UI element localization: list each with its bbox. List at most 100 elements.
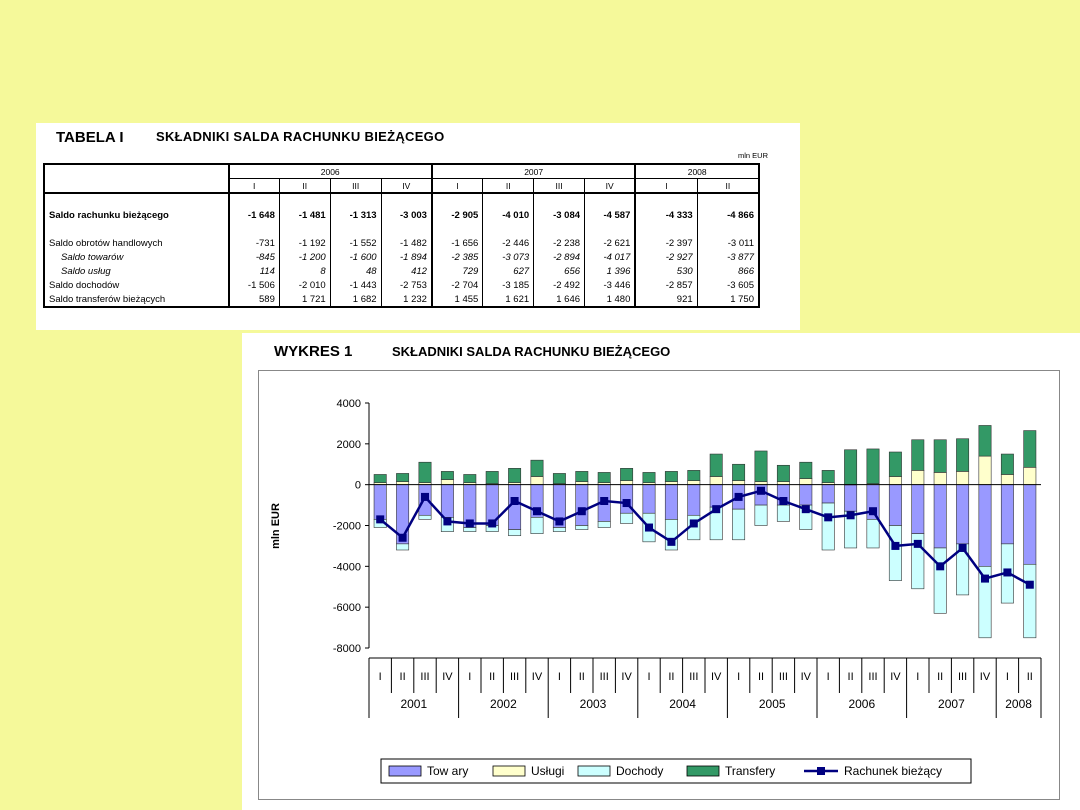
table-cell: -3 446 [584, 278, 636, 292]
table-cell: 412 [380, 264, 432, 278]
bar-dochody [597, 521, 611, 528]
bar-dochody [575, 525, 589, 530]
bar-towary [575, 484, 589, 526]
legend-label: Dochody [616, 764, 663, 778]
table-cell: 589 [227, 292, 280, 308]
quarter-header: I [227, 178, 280, 194]
bar-transfery [463, 474, 477, 483]
chart-title: SKŁADNIKI SALDA RACHUNKU BIEŻĄCEGO [392, 344, 671, 359]
bar-transfery [508, 468, 522, 483]
bar-dochody [776, 504, 790, 522]
bar-transfery [664, 471, 678, 482]
point-rachunek [712, 505, 721, 514]
bar-uslugi [1000, 474, 1014, 485]
table-cell: -1 656 [430, 236, 483, 250]
table-cell: -1 600 [329, 250, 382, 264]
quarter-label: III [600, 671, 609, 683]
table-cell: -1 313 [329, 208, 382, 222]
quarter-label: II [400, 671, 406, 683]
bar-uslugi [933, 472, 947, 485]
row-label: Saldo usług [43, 264, 229, 278]
bar-transfery [440, 471, 454, 480]
bar-uslugi [440, 479, 454, 485]
bar-transfery [844, 449, 858, 485]
year-label: 2006 [848, 697, 875, 711]
bar-transfery [620, 468, 634, 481]
table-cell: -2 397 [634, 236, 698, 250]
row-label: Saldo towarów [43, 250, 229, 264]
bar-towary [1023, 484, 1037, 565]
point-rachunek [801, 505, 810, 514]
table-cell: -1 482 [380, 236, 432, 250]
bar-towary [642, 484, 656, 514]
year-header: 2008 [634, 163, 760, 179]
bar-towary [440, 484, 454, 518]
y-tick-label: 2000 [337, 439, 361, 451]
table-cell: -2 905 [430, 208, 483, 222]
table-cell: -3 011 [696, 236, 760, 250]
y-tick-label: 0 [355, 480, 361, 492]
bar-transfery [799, 461, 813, 479]
table-cell: -3 877 [696, 250, 760, 264]
quarter-label: IV [532, 671, 543, 683]
table-cell: -3 185 [482, 278, 534, 292]
point-rachunek [376, 515, 385, 524]
table-cell: -731 [227, 236, 280, 250]
chart-label: WYKRES 1 [274, 343, 353, 360]
quarter-label: IV [801, 671, 812, 683]
quarter-header: II [482, 178, 534, 194]
table-cell: -2 446 [482, 236, 534, 250]
table-cell: -1 481 [278, 208, 331, 222]
bar-transfery [933, 439, 947, 473]
bar-transfery [575, 471, 589, 482]
bar-towary [664, 484, 678, 520]
quarter-label: III [420, 671, 429, 683]
bar-towary [373, 484, 387, 520]
quarter-header: I [634, 178, 698, 194]
point-rachunek [667, 537, 676, 546]
y-tick-label: -8000 [333, 643, 361, 655]
table-cell: 627 [482, 264, 534, 278]
table-cell: 48 [329, 264, 382, 278]
table-cell: 1 621 [482, 292, 534, 308]
y-tick-label: -6000 [333, 602, 361, 614]
point-rachunek [488, 519, 497, 528]
bar-dochody [620, 512, 634, 524]
point-rachunek [600, 497, 609, 505]
table-cell: -4 866 [696, 208, 760, 222]
table-unit: mln EUR [737, 151, 768, 160]
quarter-label: II [1027, 671, 1033, 683]
bar-dochody [933, 547, 947, 614]
row-label: Saldo obrotów handlowych [43, 236, 229, 250]
table-cell: 1 396 [584, 264, 636, 278]
quarter-label: III [958, 671, 967, 683]
point-rachunek [734, 492, 743, 501]
table-cell: -1 894 [380, 250, 432, 264]
bar-uslugi [620, 480, 634, 485]
quarter-label: II [489, 671, 495, 683]
table-cell: -2 621 [584, 236, 636, 250]
quarter-label: III [510, 671, 519, 683]
bar-transfery [732, 463, 746, 481]
point-rachunek [555, 517, 564, 526]
bar-transfery [866, 448, 880, 484]
bar-towary [888, 484, 902, 526]
quarter-label: III [868, 671, 877, 683]
bar-towary [799, 484, 813, 506]
chart-panel: WYKRES 1 SKŁADNIKI SALDA RACHUNKU BIEŻĄC… [242, 333, 1080, 810]
table-panel: TABELA I SKŁADNIKI SALDA RACHUNKU BIEŻĄC… [36, 123, 800, 330]
bar-towary [911, 484, 925, 534]
bar-towary [844, 484, 858, 512]
table-cell: -3 003 [380, 208, 432, 222]
point-rachunek [757, 486, 765, 495]
table-cell: 866 [696, 264, 760, 278]
table-cell: -845 [227, 250, 280, 264]
table-label: TABELA I [56, 129, 124, 146]
bar-uslugi [732, 480, 746, 485]
year-label: 2002 [490, 697, 517, 711]
bar-towary [933, 484, 947, 549]
table-cell: 656 [533, 264, 585, 278]
quarter-label: I [827, 671, 830, 683]
table-row-income: Saldo dochodów -1 506 -2 010 -1 443 -2 7… [43, 278, 760, 292]
